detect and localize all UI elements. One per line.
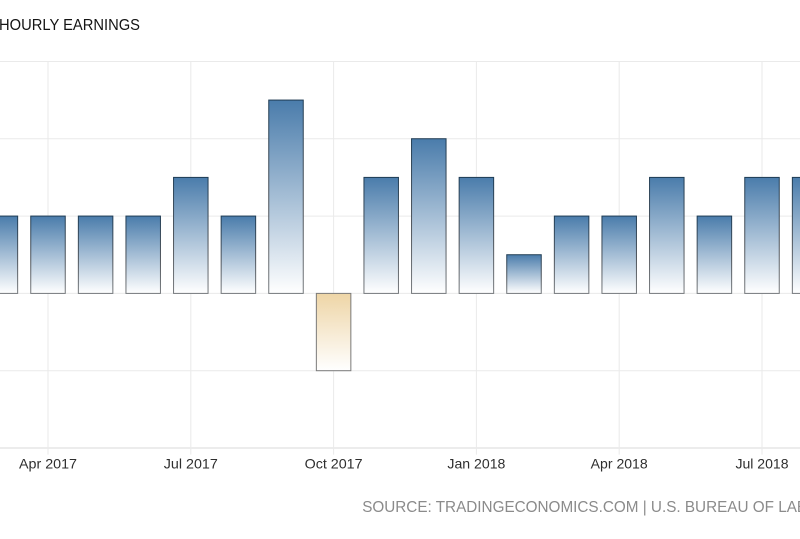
svg-text:Jul 2017: Jul 2017 — [164, 456, 218, 472]
svg-text:Apr 2017: Apr 2017 — [19, 456, 77, 472]
svg-text:Jul 2018: Jul 2018 — [736, 456, 789, 472]
svg-text:Oct 2017: Oct 2017 — [305, 456, 363, 472]
svg-text:HOURLY EARNINGS: HOURLY EARNINGS — [0, 17, 140, 34]
svg-text:Apr 2018: Apr 2018 — [591, 456, 648, 472]
svg-text:Jan 2018: Jan 2018 — [447, 456, 505, 472]
svg-text:SOURCE: TRADINGECONOMICS.COM |: SOURCE: TRADINGECONOMICS.COM | U.S. BURE… — [362, 499, 800, 516]
